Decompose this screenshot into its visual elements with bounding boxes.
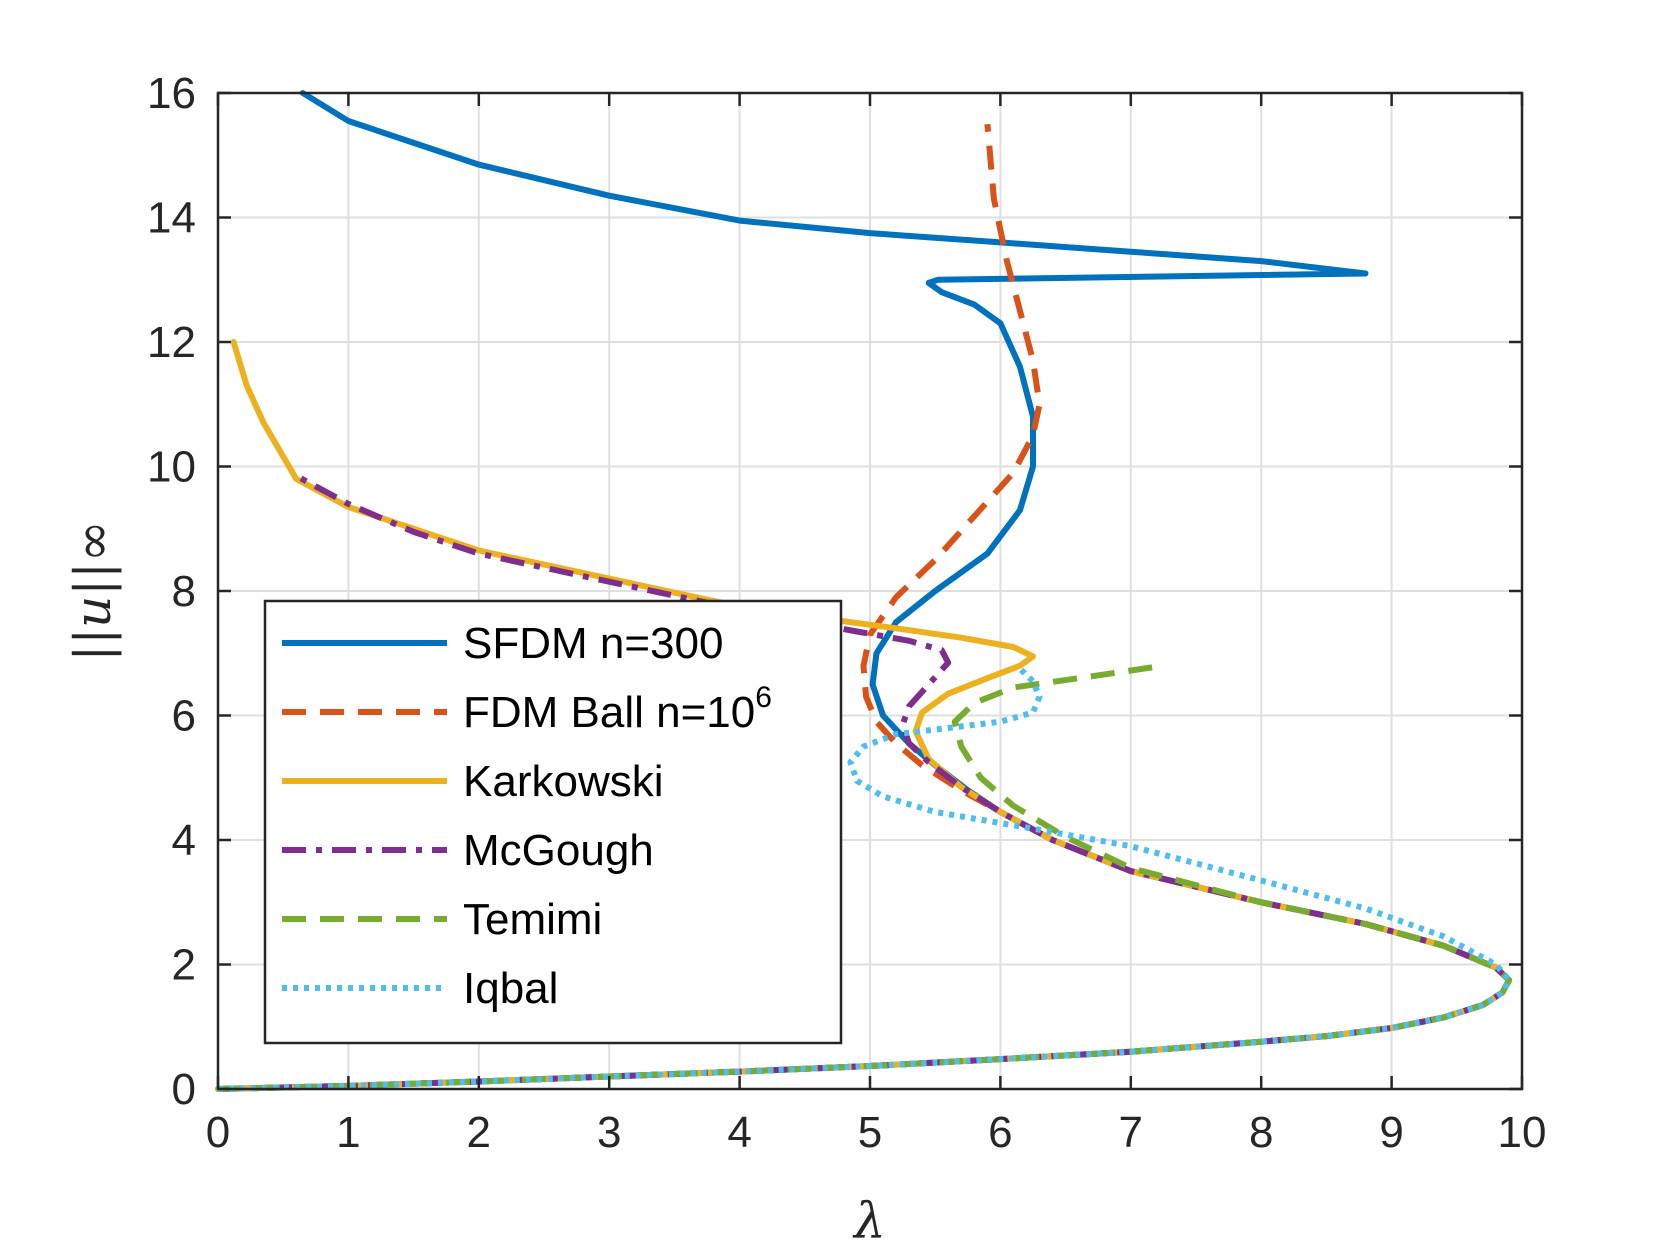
legend-label: McGough bbox=[463, 826, 654, 875]
legend-label: FDM Ball n=106 bbox=[463, 681, 772, 737]
x-tick-label: 6 bbox=[988, 1108, 1012, 1157]
x-tick-label: 4 bbox=[727, 1108, 751, 1157]
y-tick-label: 8 bbox=[172, 567, 196, 616]
y-tick-label: 6 bbox=[172, 692, 196, 741]
legend-label: Iqbal bbox=[463, 964, 558, 1013]
x-tick-label: 0 bbox=[206, 1108, 230, 1157]
x-tick-label: 2 bbox=[467, 1108, 491, 1157]
legend-label: SFDM n=300 bbox=[463, 619, 723, 668]
legend-box bbox=[263, 599, 843, 1045]
x-tick-label: 1 bbox=[336, 1108, 360, 1157]
series-layer bbox=[215, 90, 1512, 1092]
y-tick-label: 2 bbox=[172, 941, 196, 990]
y-tick-label: 10 bbox=[147, 443, 196, 492]
series-line-6 bbox=[217, 666, 1512, 1092]
x-tick-label: 5 bbox=[858, 1108, 882, 1157]
y-tick-label: 14 bbox=[147, 194, 196, 243]
x-tick-label: 7 bbox=[1119, 1108, 1143, 1157]
y-tick-label: 4 bbox=[172, 816, 196, 865]
series-line-4 bbox=[217, 473, 1512, 1092]
y-axis-label: ||u||∞ bbox=[64, 520, 122, 661]
y-tick-label: 12 bbox=[147, 318, 196, 367]
x-tick-label: 8 bbox=[1249, 1108, 1273, 1157]
x-tick-label: 3 bbox=[597, 1108, 621, 1157]
ticks bbox=[216, 91, 1524, 1091]
y-tick-label: 16 bbox=[147, 69, 196, 118]
x-tick-label: 10 bbox=[1498, 1108, 1547, 1157]
x-axis-label: λ bbox=[852, 1192, 886, 1246]
legend-label: Karkowski bbox=[463, 757, 664, 806]
legend-label: Temimi bbox=[463, 895, 602, 944]
x-tick-label: 9 bbox=[1379, 1108, 1403, 1157]
y-tick-label: 0 bbox=[172, 1065, 196, 1114]
legend: SFDM n=300 FDM Ball n=106 Karkowski McGough… bbox=[263, 599, 843, 1045]
